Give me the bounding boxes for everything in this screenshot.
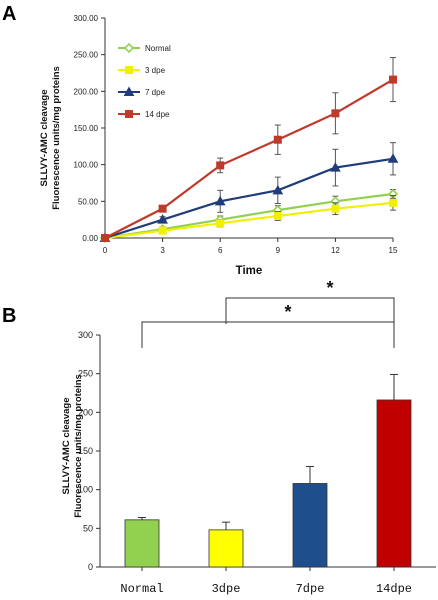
panel-b-ylabel-line1: SLLVY-AMC cleavage <box>61 398 72 495</box>
panel-a-x-tick-label: 12 <box>331 246 340 255</box>
panel-a-y-tick-label: 50.00 <box>78 197 99 206</box>
panel-a-x-tick-label: 3 <box>160 246 165 255</box>
panel-a-ylabel-line2: Fluorescence units/mg proteins <box>51 66 62 210</box>
panel-a-y-tick-label: 200.00 <box>74 87 99 96</box>
panel-a-data-point <box>158 226 167 235</box>
panel-b-y-tick-label: 150 <box>78 446 93 456</box>
panel-a-letter: A <box>2 3 16 25</box>
panel-a-y-tick-label: 150.00 <box>74 124 99 133</box>
panel-a-series-line <box>104 201 394 240</box>
panel-b-y-tick-label: 250 <box>78 369 93 379</box>
panel-a-data-point <box>330 162 341 172</box>
panel-b-y-tick-label: 0 <box>88 562 93 572</box>
panel-a-y-tick-label: 250.00 <box>74 51 99 60</box>
panel-a-series-line <box>104 192 394 240</box>
panel-b-bar <box>124 519 160 568</box>
panel-b-significance-bracket <box>225 297 395 324</box>
panel-a-data-point <box>331 204 340 213</box>
panel-b-y-tick-label: 50 <box>83 523 93 533</box>
panel-a-legend-label: 14 dpe <box>145 110 170 119</box>
panel-a-data-point <box>331 109 340 118</box>
panel-a-y-tick-label: 300.00 <box>74 14 99 23</box>
panel-a-legend-marker <box>123 86 135 96</box>
panel-a-data-point <box>216 219 225 228</box>
panel-b-bar <box>292 483 328 568</box>
panel-b-category-label: 14dpe <box>376 582 412 596</box>
panel-b-bar <box>376 399 412 568</box>
panel-a-data-point <box>389 198 397 207</box>
panel-a-data-point <box>389 75 397 84</box>
panel-a-y-tick-label: 0.00 <box>82 234 98 243</box>
panel-a-legend-label: Normal <box>145 44 171 53</box>
panel-a-data-point <box>272 184 284 195</box>
panel-b-significance-star: * <box>326 278 333 298</box>
panel-a-series-line <box>104 78 394 239</box>
panel-a-data-point <box>214 195 226 206</box>
panel-a-series-1 <box>101 194 397 242</box>
panel-a-legend-marker <box>123 42 135 54</box>
panel-a-series-line <box>104 157 394 240</box>
panel-a-x-tick-label: 15 <box>389 246 398 255</box>
panel-a-data-point <box>273 212 282 220</box>
panel-a-y-tick-label: 100.00 <box>74 161 99 170</box>
panel-b-category-label: 7dpe <box>296 582 325 596</box>
panel-a-x-tick-label: 6 <box>218 246 223 255</box>
panel-a-data-point <box>101 234 109 242</box>
panel-b-letter: B <box>2 305 16 327</box>
panel-a-ylabel-line1: SLLVY-AMC cleavage <box>39 90 50 187</box>
panel-a-series-3 <box>101 57 397 242</box>
panel-b-y-tick-label: 200 <box>78 407 93 417</box>
panel-b-significance-star: * <box>284 302 291 322</box>
panel-a-legend-label: 7 dpe <box>145 88 166 97</box>
panel-a-x-tick-label: 9 <box>276 246 281 255</box>
panel-b-y-tick-label: 300 <box>78 330 93 340</box>
panel-a-data-point <box>157 214 168 224</box>
panel-a-data-point <box>387 153 399 163</box>
panel-a-legend-marker <box>125 110 133 118</box>
panel-b-significance-bracket <box>141 321 395 348</box>
panel-b: B SLLVY-AMC cleavage Fluorescence units/… <box>2 278 436 596</box>
panel-a-series-0 <box>99 188 399 244</box>
panel-a-data-point <box>158 204 167 213</box>
panel-a-x-tick-label: 0 <box>103 246 108 255</box>
panel-b-ylabel-line2: Fluorescence units/mg proteins <box>73 374 84 518</box>
panel-b-category-label: 3dpe <box>212 582 241 596</box>
panel-b-y-tick-label: 100 <box>78 485 93 495</box>
panel-a-series-2 <box>99 142 399 242</box>
panel-a-data-point <box>216 161 225 170</box>
panel-a-legend-marker <box>125 66 133 74</box>
panel-a-xlabel: Time <box>236 265 263 277</box>
panel-b-bar <box>208 529 244 568</box>
panel-a-data-point <box>273 135 282 144</box>
panel-a-legend-label: 3 dpe <box>145 66 166 75</box>
panel-a: A SLLVY-AMC cleavage Fluorescence units/… <box>2 3 399 277</box>
panel-b-category-label: Normal <box>120 582 163 596</box>
